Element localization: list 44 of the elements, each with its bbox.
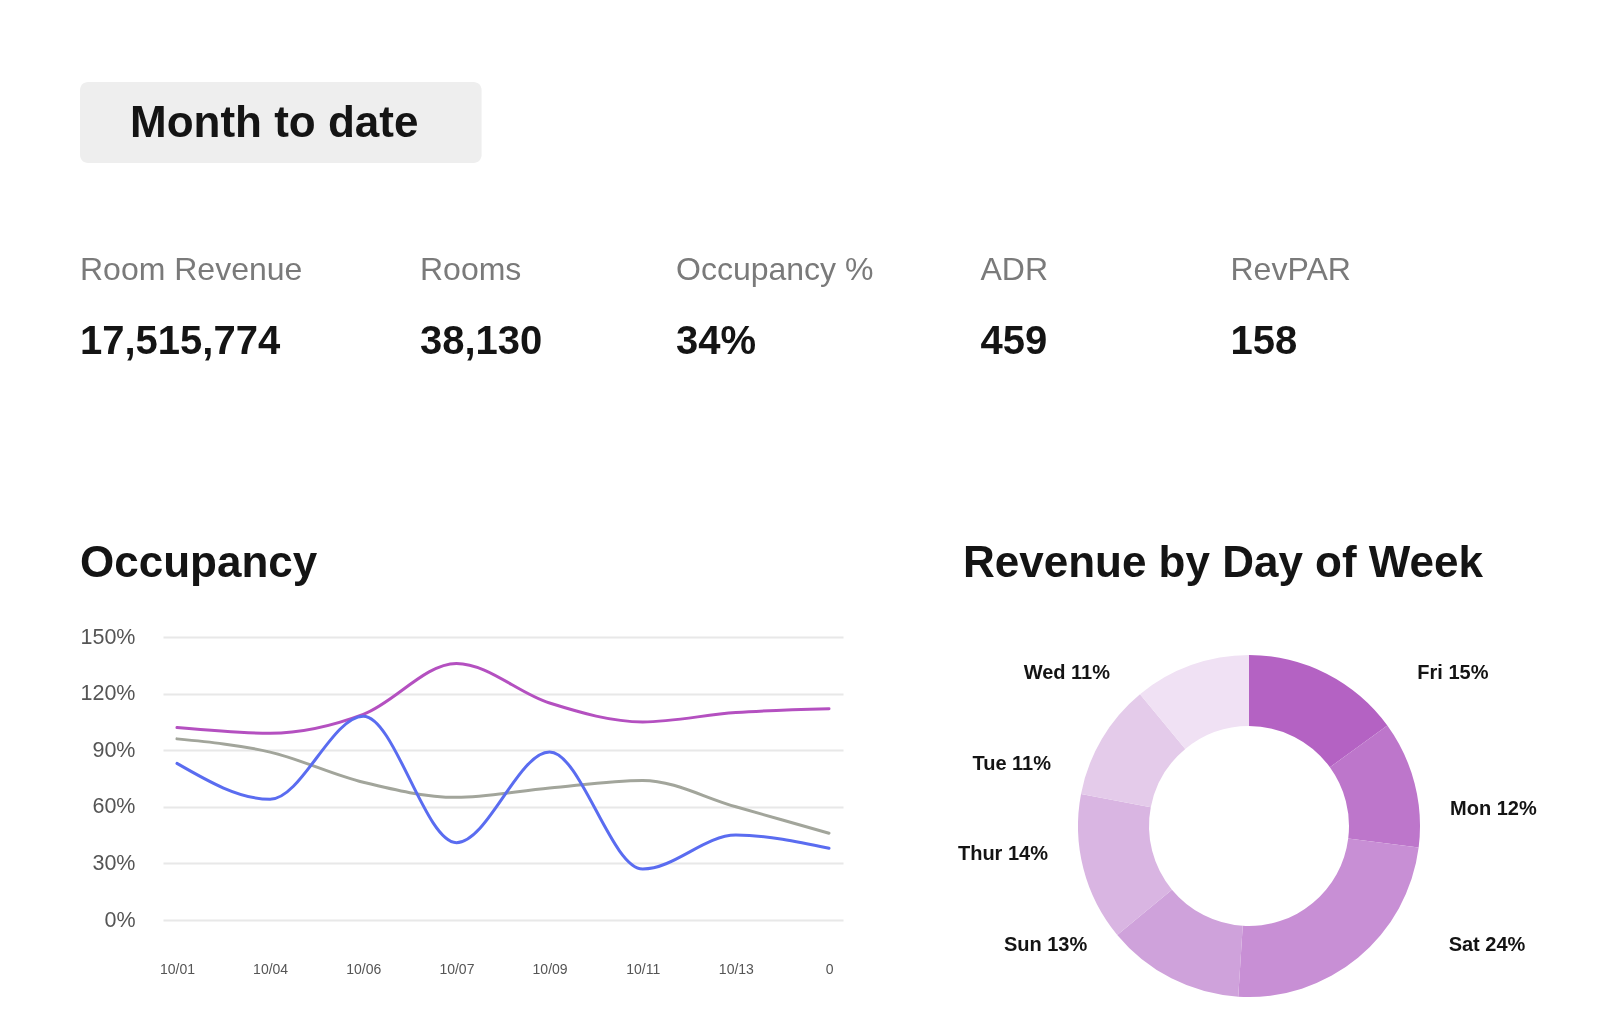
donut-slice bbox=[1329, 725, 1420, 848]
line-series bbox=[175, 737, 831, 835]
text: RevPAR bbox=[1230, 251, 1351, 287]
text: 38,130 bbox=[420, 318, 543, 362]
donut-slice bbox=[1249, 655, 1388, 768]
slice-label: Thur 14% bbox=[957, 842, 1049, 865]
text: Occupancy % bbox=[676, 251, 874, 287]
donut-slice bbox=[1081, 694, 1186, 808]
x-tick-label: 10/07 bbox=[439, 960, 475, 977]
y-tick-label: 60% bbox=[92, 794, 136, 819]
slice-label: Tue 11% bbox=[972, 751, 1052, 774]
text: 158 bbox=[1230, 318, 1298, 362]
chart-title: Revenue by Day of Week bbox=[962, 537, 1484, 586]
text: ADR bbox=[980, 251, 1049, 287]
slice-label: Sun 13% bbox=[1003, 933, 1088, 955]
y-tick-label: 120% bbox=[80, 681, 136, 706]
y-tick-label: 0% bbox=[104, 907, 136, 932]
slice-label: Mon 12% bbox=[1450, 797, 1537, 819]
y-tick-label: 30% bbox=[92, 850, 136, 875]
text: 34% bbox=[676, 318, 757, 362]
slice-label: Sat 24% bbox=[1448, 933, 1526, 955]
donut-slice bbox=[1238, 838, 1419, 997]
y-tick-label: 90% bbox=[92, 737, 136, 762]
x-tick-label: 10/04 bbox=[253, 960, 289, 977]
chart-title: Occupancy bbox=[80, 537, 318, 586]
text: 459 bbox=[980, 318, 1048, 362]
donut-slice bbox=[1140, 655, 1249, 749]
donut-slice bbox=[1117, 889, 1243, 997]
x-tick-label: 10/06 bbox=[346, 960, 382, 977]
x-tick-label: 0 bbox=[825, 960, 834, 977]
text: Room Revenue bbox=[80, 251, 303, 287]
line-series bbox=[175, 661, 831, 735]
x-tick-label: 10/09 bbox=[532, 960, 568, 977]
x-tick-label: 10/11 bbox=[626, 960, 661, 977]
line-series bbox=[175, 714, 831, 871]
text: Rooms bbox=[420, 251, 522, 287]
x-tick-label: 10/01 bbox=[159, 960, 196, 977]
text: Month to date bbox=[130, 97, 419, 146]
donut-slice bbox=[1078, 793, 1172, 935]
y-tick-label: 150% bbox=[80, 624, 136, 649]
slice-label: Wed 11% bbox=[1023, 661, 1111, 683]
text: 17,515,774 bbox=[80, 318, 281, 362]
slice-label: Fri 15% bbox=[1417, 661, 1489, 683]
x-tick-label: 10/13 bbox=[718, 960, 755, 977]
